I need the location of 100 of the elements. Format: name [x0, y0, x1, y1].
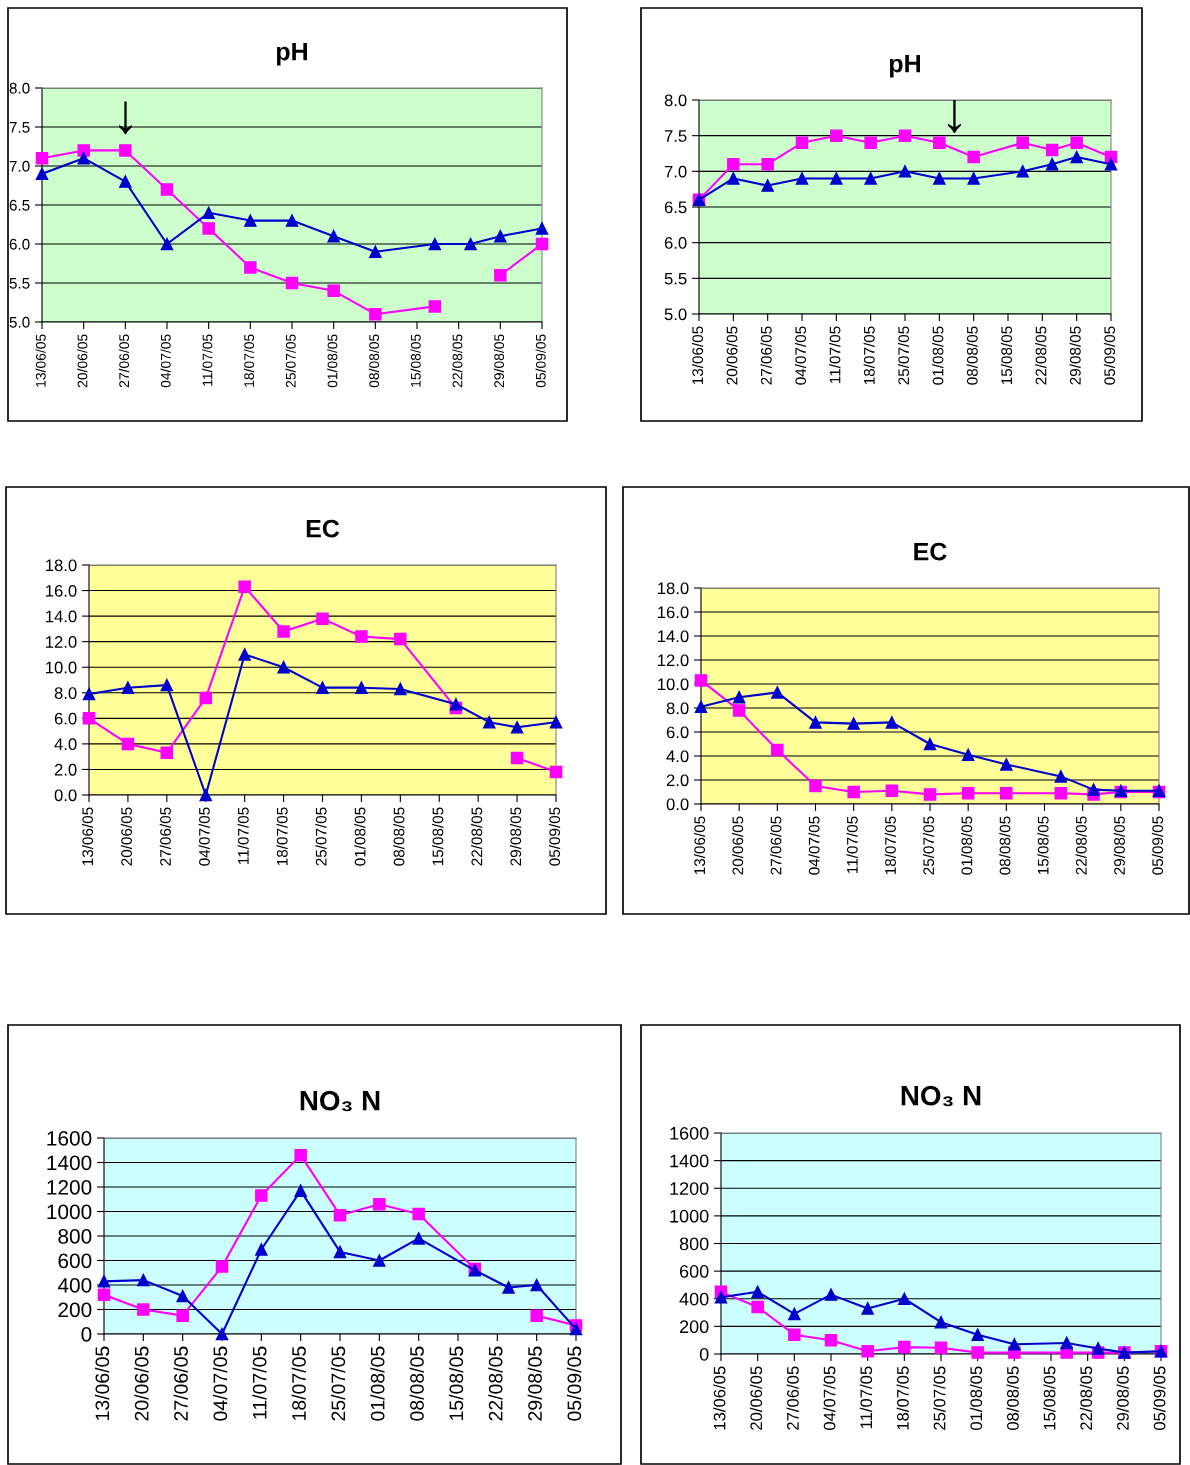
x-tick-label: 04/07/05 [212, 1346, 228, 1421]
y-tick-label: 2.0 [54, 763, 77, 776]
x-tick-label: 29/08/05 [509, 807, 522, 866]
y-tick-label: 16.0 [46, 584, 77, 597]
chart-title: EC [306, 519, 340, 538]
x-tick-label: 20/06/05 [726, 326, 738, 385]
y-tick-label: 1000 [47, 1204, 92, 1220]
x-tick-label: 20/06/05 [134, 1346, 149, 1421]
y-tick-label: 0.0 [666, 798, 689, 811]
x-tick-label: 13/06/05 [94, 1346, 110, 1420]
x-tick-label: 05/09/05 [566, 1346, 582, 1421]
x-tick-label: 13/06/05 [713, 1366, 726, 1430]
y-tick-label: 1200 [47, 1180, 92, 1195]
x-tick-label: 13/06/05 [693, 816, 706, 875]
x-tick-label: 22/08/05 [1035, 326, 1047, 385]
x-tick-label: 05/09/05 [1153, 1366, 1166, 1431]
y-tick-label: 5.5 [9, 278, 30, 289]
y-tick-label: 8.0 [666, 702, 689, 715]
y-tick-label: 6.0 [664, 237, 687, 249]
y-tick-label: 8.0 [9, 82, 30, 94]
y-tick-label: 12.0 [46, 636, 77, 648]
x-tick-label: 15/08/05 [410, 334, 421, 387]
x-tick-label: 18/07/05 [243, 334, 255, 387]
y-tick-label: 12.0 [658, 654, 689, 667]
x-tick-label: 18/07/05 [884, 816, 896, 875]
x-tick-label: 01/08/05 [961, 816, 973, 875]
x-tick-label: 11/07/05 [846, 816, 858, 873]
y-tick-label: 16.0 [658, 606, 689, 619]
chart-title: EC [914, 542, 947, 561]
x-tick-label: 25/07/05 [897, 326, 910, 385]
y-tick-label: 7.5 [9, 122, 30, 133]
y-tick-label: 400 [679, 1292, 709, 1306]
y-tick-label: 7.0 [664, 165, 687, 178]
x-tick-label: 18/07/05 [896, 1366, 909, 1430]
x-tick-label: 27/06/05 [786, 1366, 799, 1430]
x-tick-label: 29/08/05 [1113, 816, 1125, 875]
x-tick-label: 18/07/05 [291, 1346, 306, 1420]
x-tick-label: 08/08/05 [368, 334, 380, 388]
x-tick-label: 01/08/05 [327, 334, 338, 388]
y-tick-label: 1400 [670, 1154, 709, 1168]
x-tick-label: 25/07/05 [933, 1366, 946, 1430]
y-tick-label: 7.5 [664, 130, 687, 142]
chart-title: NO₃ N [901, 1085, 981, 1107]
x-tick-label: 25/07/05 [285, 334, 296, 388]
y-tick-label: 600 [58, 1253, 92, 1269]
x-tick-label: 11/07/05 [237, 807, 249, 864]
x-tick-label: 11/07/05 [252, 1346, 267, 1419]
y-tick-label: 0.0 [54, 789, 77, 802]
x-tick-label: 20/06/05 [732, 816, 744, 875]
x-tick-label: 25/07/05 [330, 1346, 346, 1421]
y-tick-label: 6.5 [664, 201, 687, 214]
chart-title: pH [276, 43, 307, 66]
y-tick-label: 1200 [670, 1182, 709, 1195]
x-tick-label: 15/08/05 [432, 807, 444, 866]
x-tick-label: 22/08/05 [471, 807, 483, 866]
y-tick-label: 18.0 [46, 559, 77, 572]
x-tick-label: 29/08/05 [1116, 1366, 1129, 1430]
y-tick-label: 14.0 [658, 630, 689, 643]
x-tick-label: 11/07/05 [202, 334, 213, 386]
y-tick-label: 1000 [670, 1209, 709, 1223]
x-tick-label: 22/08/05 [488, 1346, 503, 1421]
x-tick-label: 05/09/05 [548, 807, 561, 866]
y-tick-label: 6.5 [9, 199, 30, 211]
x-tick-label: 20/06/05 [120, 807, 133, 866]
y-tick-label: 4.0 [666, 750, 689, 763]
x-tick-label: 20/06/05 [749, 1366, 763, 1430]
y-tick-label: 1600 [47, 1131, 92, 1146]
x-tick-label: 18/07/05 [863, 326, 875, 385]
x-tick-label: 15/08/05 [1043, 1366, 1056, 1430]
y-tick-label: 6.0 [666, 726, 689, 739]
x-tick-label: 15/08/05 [1000, 326, 1013, 385]
x-tick-label: 01/08/05 [354, 807, 366, 866]
x-tick-label: 27/06/05 [159, 807, 171, 866]
y-tick-label: 400 [57, 1278, 92, 1293]
x-tick-label: 11/07/05 [829, 326, 841, 383]
y-tick-label: 5.0 [664, 308, 687, 321]
y-tick-label: 5.5 [664, 272, 687, 285]
y-tick-label: 600 [679, 1265, 709, 1278]
x-tick-label: 08/08/05 [999, 816, 1011, 875]
y-tick-label: 800 [679, 1237, 709, 1251]
x-tick-label: 13/06/05 [35, 334, 46, 387]
y-tick-label: 0 [81, 1327, 92, 1342]
x-tick-label: 04/07/05 [198, 807, 210, 866]
x-tick-label: 22/08/05 [1075, 816, 1087, 875]
y-tick-label: 4.0 [54, 738, 77, 751]
x-tick-label: 25/07/05 [315, 807, 327, 866]
x-tick-label: 25/07/05 [922, 816, 935, 875]
x-tick-label: 08/08/05 [966, 326, 978, 385]
x-tick-label: 04/07/05 [160, 334, 171, 388]
x-tick-label: 18/07/05 [276, 807, 288, 866]
x-tick-label: 01/08/05 [932, 326, 944, 385]
y-tick-label: 8.0 [54, 687, 77, 699]
x-tick-label: 22/08/05 [1079, 1366, 1093, 1430]
x-tick-label: 05/09/05 [1103, 326, 1116, 385]
y-tick-label: 18.0 [658, 582, 689, 595]
x-tick-label: 27/06/05 [770, 816, 782, 875]
y-tick-label: 0 [699, 1347, 709, 1361]
x-tick-label: 20/06/05 [77, 334, 88, 388]
y-tick-label: 5.0 [9, 316, 30, 328]
y-tick-label: 8.0 [664, 94, 687, 107]
